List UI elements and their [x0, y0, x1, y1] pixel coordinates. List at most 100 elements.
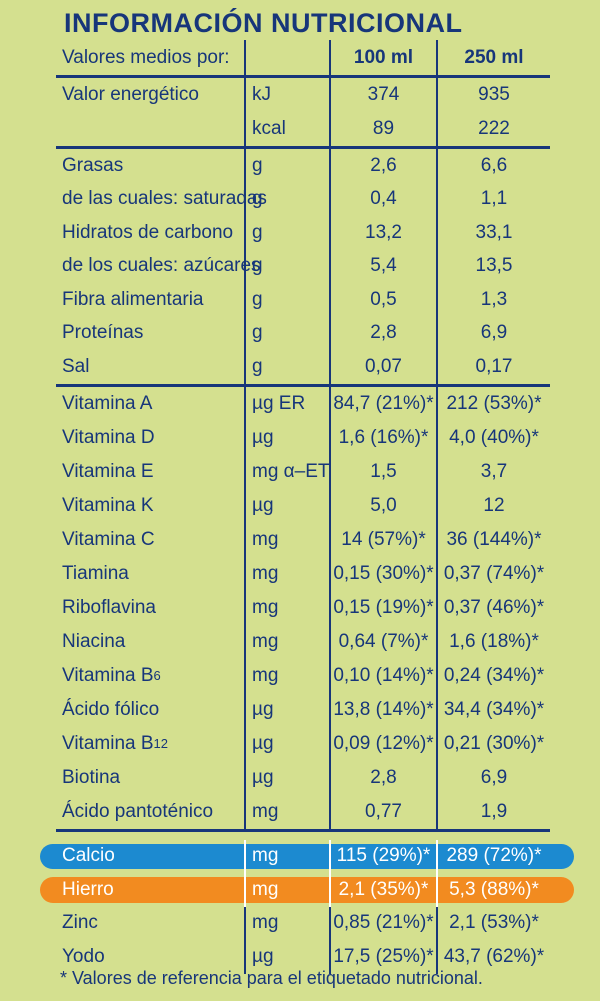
header-100ml-text: 100 ml	[353, 46, 414, 68]
value-250ml-text: 1,9	[480, 800, 508, 822]
nutrient-name-text: Calcio	[62, 845, 115, 867]
table-row: Sal g 0,07 0,17	[56, 350, 550, 384]
nutrient-unit: mg	[244, 794, 329, 829]
nutrient-unit-text: µg	[252, 494, 274, 516]
value-100ml-text: 0,77	[365, 800, 402, 822]
nutrient-name: Fibra alimentaria	[56, 283, 244, 317]
nutrient-unit-text: g	[252, 221, 263, 243]
nutrient-name-text: Zinc	[62, 912, 98, 934]
nutrient-unit-text: kcal	[252, 118, 286, 139]
value-250ml: 1,1	[436, 182, 550, 216]
nutrient-unit: mg	[244, 906, 329, 940]
footnote: * Valores de referencia para el etiqueta…	[60, 968, 483, 988]
nutrient-unit: g	[244, 283, 329, 317]
nutrient-name-text: Ácido pantoténico	[62, 800, 214, 822]
nutrient-name-text: Niacina	[62, 630, 126, 652]
nutrient-name: Biotina	[56, 761, 244, 795]
table-row: Calcio mg 115 (29%)* 289 (72%)*	[40, 839, 574, 874]
nutrient-name: Vitamina C	[56, 523, 244, 557]
value-250ml: 1,9	[436, 794, 550, 829]
nutrient-name: Calcio	[56, 840, 244, 874]
value-100ml-text: 17,5 (25%)*	[333, 945, 434, 967]
value-250ml-text: 1,3	[480, 288, 508, 310]
value-100ml: 13,8 (14%)*	[329, 692, 436, 727]
value-250ml-text: 1,6 (18%)*	[449, 630, 539, 652]
value-100ml-text: 14 (57%)*	[341, 528, 426, 550]
value-100ml: 1,5	[329, 454, 436, 489]
table-row: Proteínas g 2,8 6,9	[56, 316, 550, 350]
nutrient-name-text: de los cuales: azúcares	[62, 255, 261, 277]
value-100ml: 0,15 (19%)*	[329, 590, 436, 625]
table-row: Vitamina E mg α–ET 1,5 3,7	[56, 454, 550, 489]
value-100ml-text: 2,8	[370, 322, 397, 344]
nutrient-unit: g	[244, 182, 329, 216]
nutrient-unit: mg	[244, 839, 329, 873]
table-row: de los cuales: azúcares g 5,4 13,5	[56, 249, 550, 283]
table-row: Vitamina C mg 14 (57%)* 36 (144%)*	[56, 522, 550, 557]
nutrient-name: Vitamina A	[56, 387, 244, 421]
value-250ml-text: 2,1 (53%)*	[449, 912, 539, 934]
value-250ml: 0,37 (46%)*	[436, 590, 550, 625]
nutrient-name: Vitamina K	[56, 489, 244, 523]
value-100ml-text: 0,64 (7%)*	[338, 630, 429, 652]
nutrient-name: Ácido pantoténico	[56, 795, 244, 829]
value-100ml-text: 13,2	[365, 221, 402, 243]
nutrient-name: Hierro	[56, 873, 244, 907]
nutrient-name: Vitamina D	[56, 421, 244, 455]
value-250ml: 0,21 (30%)*	[436, 726, 550, 761]
value-100ml-text: 115 (29%)*	[336, 845, 431, 867]
nutrient-unit-text: µg	[252, 766, 274, 788]
table-row: Hidratos de carbono g 13,2 33,1	[56, 216, 550, 250]
nutrient-unit: µg	[244, 760, 329, 795]
nutrient-name: Ácido fólico	[56, 693, 244, 727]
nutrient-name: Grasas	[56, 149, 244, 183]
value-250ml: 34,4 (34%)*	[436, 692, 550, 727]
nutrient-unit-text: g	[252, 154, 263, 176]
nutrient-unit-text: g	[252, 322, 263, 344]
value-100ml-text: 0,4	[370, 188, 397, 210]
nutrient-unit-text: mg	[252, 878, 279, 900]
section-divider	[56, 383, 550, 387]
header-label: Valores medios por:	[56, 40, 244, 75]
nutrient-unit: g	[244, 350, 329, 384]
nutrient-unit: g	[244, 316, 329, 350]
value-100ml: 2,8	[329, 760, 436, 795]
value-100ml-text: 89	[372, 118, 395, 139]
nutrient-name-text: Grasas	[62, 154, 124, 176]
nutrient-unit: µg	[244, 940, 329, 974]
table-row: Vitamina B 12 µg 0,09 (12%)* 0,21 (30%)*	[56, 726, 550, 761]
nutrient-name: Niacina	[56, 625, 244, 659]
value-250ml: 3,7	[436, 454, 550, 489]
value-250ml: 0,37 (74%)*	[436, 556, 550, 591]
nutrient-unit: mg	[244, 556, 329, 591]
value-100ml-text: 5,4	[370, 255, 397, 277]
nutrient-unit-text: µg	[252, 698, 274, 720]
nutrient-unit: µg ER	[244, 386, 329, 421]
table-row: Fibra alimentaria g 0,5 1,3	[56, 283, 550, 317]
table-row: Hierro mg 2,1 (35%)* 5,3 (88%)*	[40, 873, 574, 907]
nutrient-unit: mg	[244, 873, 329, 907]
value-250ml: 222	[436, 112, 550, 146]
nutrient-unit-text: mg	[252, 596, 279, 618]
nutrient-unit-text: mg	[252, 912, 279, 934]
nutrient-name	[56, 112, 244, 146]
nutrient-unit: µg	[244, 420, 329, 455]
value-250ml: 2,1 (53%)*	[436, 906, 550, 940]
value-100ml: 115 (29%)*	[329, 839, 436, 873]
value-250ml: 0,24 (34%)*	[436, 658, 550, 693]
value-250ml-text: 33,1	[475, 221, 513, 243]
value-100ml: 1,6 (16%)*	[329, 420, 436, 455]
nutrient-unit-text: mg	[252, 845, 279, 867]
value-100ml-text: 1,5	[370, 460, 397, 482]
nutrient-name-text: Vitamina C	[62, 528, 155, 550]
nutrient-unit: mg	[244, 590, 329, 625]
nutrient-unit-text: mg	[252, 800, 279, 822]
nutrient-name: Vitamina E	[56, 455, 244, 489]
nutrient-name-text: Vitamina D	[62, 426, 155, 448]
value-100ml-text: 0,85 (21%)*	[333, 912, 434, 934]
value-100ml: 5,4	[329, 249, 436, 283]
nutrient-name-text: de las cuales: saturadas	[62, 188, 267, 210]
header-unit	[244, 40, 329, 75]
value-250ml-text: 12	[483, 494, 505, 516]
table-row: Vitamina D µg 1,6 (16%)* 4,0 (40%)*	[56, 420, 550, 455]
